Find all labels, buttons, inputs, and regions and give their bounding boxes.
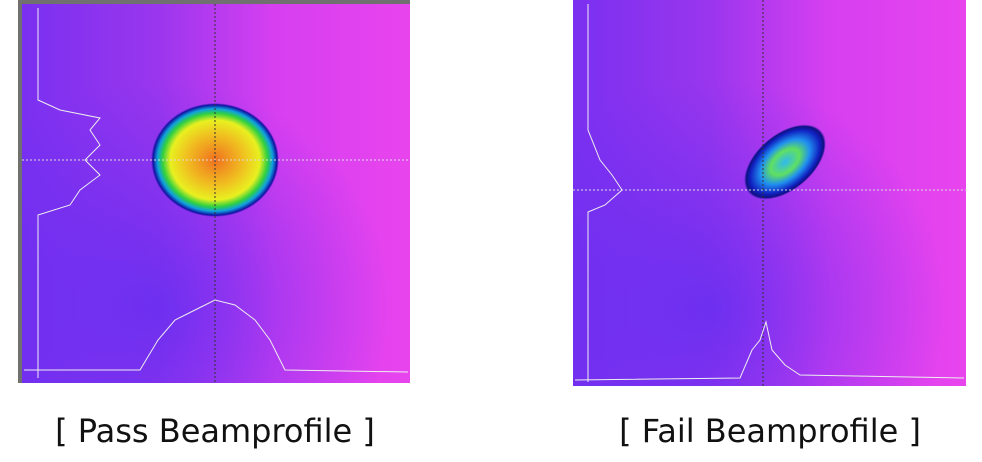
caption: [ Fail Beamprofile ] [619, 412, 921, 450]
beam-images [18, 0, 966, 386]
fail-image [573, 0, 966, 386]
caption: [ Pass Beamprofile ] [55, 412, 375, 450]
pass-image [18, 0, 410, 383]
